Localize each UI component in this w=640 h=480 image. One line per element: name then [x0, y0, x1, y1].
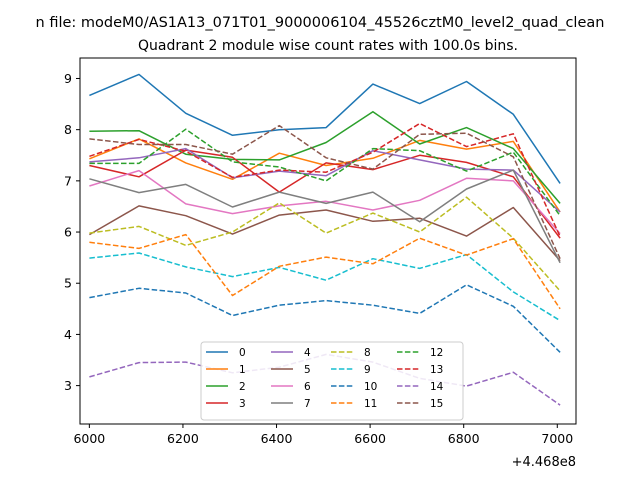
y-tick-label: 4 [64, 327, 72, 342]
series-line-1 [89, 138, 561, 213]
legend-label: 3 [239, 398, 246, 410]
series-line-5 [89, 205, 561, 262]
legend-label: 11 [364, 398, 377, 410]
series-line-13 [89, 122, 561, 237]
series-line-4 [89, 147, 561, 213]
series-layer [89, 73, 561, 406]
series-line-0 [89, 73, 561, 184]
x-tick-label: 6000 [73, 431, 105, 446]
legend-entry-5: 5 [271, 364, 311, 376]
legend-label: 2 [239, 381, 246, 393]
legend-entry-15: 15 [397, 398, 443, 410]
legend-entry-14: 14 [397, 381, 444, 393]
series-line-15 [89, 124, 561, 260]
chart-title: Quadrant 2 module wise count rates with … [138, 38, 518, 54]
legend-entry-13: 13 [397, 364, 443, 376]
series-line-2 [89, 110, 561, 204]
legend-label: 12 [430, 347, 443, 359]
x-axis-ticks: 6000 6200 6400 6600 6800 7000 [73, 424, 573, 446]
x-tick-label: 6200 [167, 431, 199, 446]
legend-label: 1 [239, 364, 246, 376]
y-tick-label: 9 [64, 71, 72, 86]
legend-entry-2: 2 [206, 381, 246, 393]
series-line-3 [89, 149, 561, 239]
y-tick-label: 7 [64, 173, 72, 188]
x-tick-label: 6600 [354, 431, 386, 446]
legend-entry-7: 7 [271, 398, 311, 410]
legend-label: 7 [304, 398, 311, 410]
legend-entry-11: 11 [331, 398, 377, 410]
legend-box [200, 341, 464, 421]
plot-area: 6000 6200 6400 6600 6800 7000 3 4 5 6 7 8 9 [64, 57, 577, 446]
y-tick-label: 6 [64, 225, 72, 240]
legend-label: 5 [304, 364, 311, 376]
legend-label: 13 [430, 364, 443, 376]
legend-label: 14 [430, 381, 444, 393]
legend-label: 15 [430, 398, 443, 410]
axes-frame [79, 57, 577, 425]
legend-entry-1: 1 [206, 364, 246, 376]
y-tick-label: 5 [64, 276, 72, 291]
legend-label: 9 [364, 364, 371, 376]
y-tick-label: 8 [64, 122, 72, 137]
legend-entry-0: 0 [206, 347, 246, 359]
legend-label: 4 [304, 347, 311, 359]
legend-label: 10 [364, 381, 377, 393]
series-line-6 [89, 169, 561, 235]
legend-entry-8: 8 [331, 347, 371, 359]
legend-entry-3: 3 [206, 398, 246, 410]
x-axis-offset-label: +4.468e8 [512, 455, 576, 470]
series-line-12 [89, 128, 561, 217]
legend-label: 6 [304, 381, 311, 393]
y-tick-label: 3 [64, 378, 72, 393]
series-line-10 [89, 284, 561, 353]
figure-suptitle: n file: modeM0/AS1A13_071T01_9000006104_… [36, 15, 605, 31]
legend-entry-6: 6 [271, 381, 311, 393]
legend-entry-10: 10 [331, 381, 377, 393]
series-line-7 [89, 169, 561, 264]
series-line-9 [89, 252, 561, 322]
x-tick-label: 7000 [541, 431, 573, 446]
y-axis-ticks: 3 4 5 6 7 8 9 [64, 71, 80, 393]
legend-label: 8 [364, 347, 371, 359]
legend-entry-12: 12 [397, 347, 443, 359]
legend-label: 0 [239, 347, 246, 359]
x-tick-label: 6800 [448, 431, 480, 446]
x-tick-label: 6400 [261, 431, 293, 446]
legend-entry-9: 9 [331, 364, 371, 376]
legend-entry-4: 4 [271, 347, 311, 359]
series-line-11 [89, 233, 561, 310]
